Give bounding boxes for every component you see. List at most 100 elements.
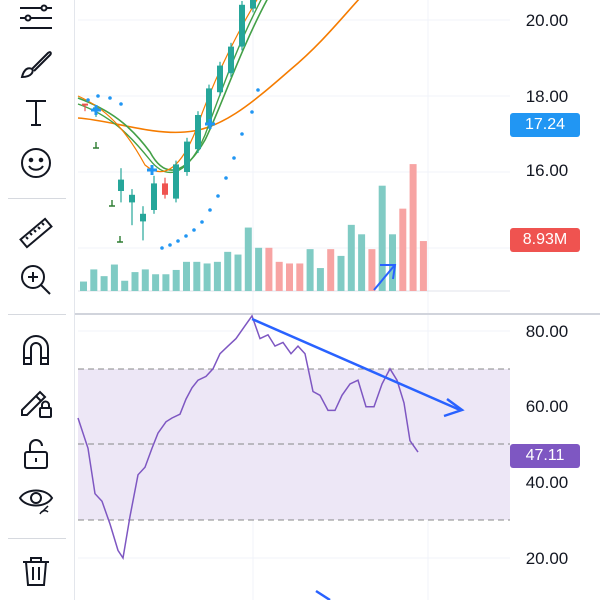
zoom-in-icon [21, 265, 51, 295]
volume-bar-down [265, 247, 273, 291]
rsi-label-40: 40.00 [525, 473, 569, 492]
brush-button[interactable] [14, 43, 58, 87]
volume-bar-up [306, 249, 314, 291]
rsi-label-20: 20.00 [525, 549, 569, 568]
volume-bar-up [80, 281, 87, 291]
candle-up [217, 65, 223, 93]
cross-marker [147, 165, 157, 175]
volume-bar-up [358, 234, 366, 291]
volume-bar-down [368, 249, 376, 291]
candle-down [82, 103, 88, 106]
toolbar-divider [8, 538, 66, 539]
cross-marker [91, 105, 101, 115]
volume-arrow-head [380, 264, 397, 280]
sar-dot [232, 156, 236, 160]
volume-bar-up [193, 261, 201, 291]
lock-drawing-icon [21, 390, 52, 418]
zoom-in-button[interactable] [14, 258, 58, 302]
volume-bar-up [255, 247, 263, 291]
volume-bar-up [183, 261, 190, 291]
volume-bar-down [419, 241, 427, 291]
sar-dot [176, 239, 180, 243]
brush-icon [20, 51, 52, 79]
toolbar-divider [8, 314, 66, 315]
volume-bar-up [347, 224, 355, 291]
magnet-icon [23, 335, 49, 365]
candle-up [195, 115, 201, 150]
rsi-value-badge: 47.11 [510, 444, 580, 468]
sar-dot [86, 98, 90, 102]
candle-up [250, 0, 256, 9]
candle-up [184, 141, 190, 172]
trend-line-tools-icon [20, 4, 52, 29]
ma-fast-orange-line [77, 0, 258, 173]
volume-badge: 8.93M [510, 228, 580, 252]
volume-bar-down [327, 249, 335, 291]
lock-drawings-button[interactable] [14, 380, 58, 424]
trash-icon [23, 557, 49, 586]
volume-bar-up [316, 268, 324, 291]
candle-up [151, 183, 157, 210]
rsi-pane [77, 314, 419, 561]
trend-line-tools-button[interactable] [14, 0, 58, 38]
volume-bar-down [409, 164, 417, 291]
sar-dot [240, 132, 244, 136]
sar-dot [192, 228, 196, 232]
volume-bar-up [389, 234, 396, 291]
volume-bar-up [141, 269, 149, 291]
volume-bar-up [131, 272, 139, 291]
volume-bar-up [244, 227, 252, 291]
volume-bar-up [224, 251, 232, 291]
sar-dot [216, 194, 220, 198]
magnet-button[interactable] [14, 328, 58, 372]
sar-dot [119, 102, 123, 106]
candle-down [162, 183, 168, 195]
ruler-button[interactable] [14, 211, 58, 255]
volume-bar-up [172, 269, 180, 291]
candles [82, 0, 256, 241]
delete-button[interactable] [14, 549, 58, 593]
emoji-button[interactable] [14, 141, 58, 185]
price-label-18: 18.00 [525, 87, 569, 106]
candle-up [228, 46, 234, 74]
unlock-button[interactable] [14, 432, 58, 476]
volume-bar-up [234, 254, 242, 291]
eye-icon [18, 489, 54, 515]
ruler-icon [19, 217, 53, 249]
volume-bar-down [296, 263, 304, 291]
volume-bar-up [121, 280, 129, 291]
rsi-trendline [251, 317, 461, 412]
price-label-20: 20.00 [525, 11, 569, 30]
volume-bar-up [203, 263, 211, 291]
text-icon [26, 100, 46, 126]
candle-up [206, 88, 212, 123]
ma-mid-line [77, 0, 262, 173]
text-button[interactable] [14, 91, 58, 135]
volume-bar-up [162, 274, 170, 291]
candle-up [118, 179, 124, 191]
volume-bar-up [337, 255, 345, 291]
parabolic-sar [86, 88, 260, 250]
volume-bar-down [399, 208, 407, 291]
drawings[interactable] [251, 264, 465, 600]
toolbar-divider [8, 198, 66, 199]
signal-marker [117, 236, 123, 243]
sar-dot [250, 110, 254, 114]
candle-up [129, 194, 135, 203]
rsi-label-80: 80.00 [525, 322, 569, 341]
drawing-toolbar [0, 0, 75, 600]
unlock-icon [24, 439, 48, 469]
emoji-icon [21, 148, 51, 178]
volume-bar-up [213, 261, 221, 291]
sar-dot [184, 234, 188, 238]
sar-dot [96, 94, 100, 98]
candle-up [239, 4, 245, 47]
sar-dot [160, 246, 164, 250]
sar-dot [208, 208, 212, 212]
sar-dot [108, 96, 112, 100]
ma-slow-line [77, 0, 360, 134]
hide-drawings-button[interactable] [14, 478, 58, 522]
volume-arrow-line [373, 265, 395, 291]
